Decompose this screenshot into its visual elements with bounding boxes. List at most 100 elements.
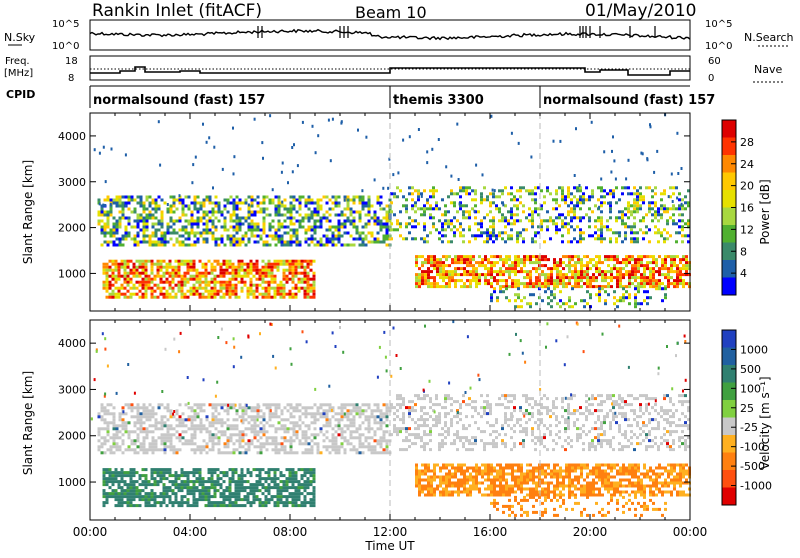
echo-cell <box>181 504 184 507</box>
echo-cell <box>544 258 547 261</box>
echo-cell <box>161 232 164 235</box>
echo-cell <box>107 232 110 235</box>
echo-cell <box>585 213 588 216</box>
echo-cell <box>612 195 615 198</box>
echo-cell <box>214 486 217 489</box>
echo-cell <box>504 225 507 228</box>
echo-cell <box>329 208 332 211</box>
echo-cell <box>583 273 586 276</box>
echo-cell <box>256 290 259 293</box>
echo-cell <box>250 293 253 296</box>
echo-cell <box>140 229 143 232</box>
echo-cell <box>233 244 236 247</box>
echo-cell <box>119 217 122 220</box>
echo-cell <box>289 263 292 266</box>
echo-cell <box>173 211 176 214</box>
echo-cell <box>197 208 200 211</box>
echo-cell <box>655 282 658 285</box>
echo-cell <box>185 214 188 217</box>
echo-cell <box>236 202 239 205</box>
echo-cell <box>119 415 122 418</box>
echo-cell <box>627 207 630 210</box>
echo-cell <box>140 442 143 445</box>
echo-cell <box>678 225 681 228</box>
echo-cell <box>122 208 125 211</box>
echo-cell <box>307 290 310 293</box>
echo-cell <box>289 468 292 471</box>
echo-cell <box>208 468 211 471</box>
echo-cell <box>338 226 341 229</box>
echo-cell <box>215 436 218 439</box>
echo-cell <box>182 421 185 424</box>
echo-cell <box>329 214 332 217</box>
echo-cell <box>220 486 223 489</box>
echo-cell <box>365 205 368 208</box>
echo-cell <box>310 504 313 507</box>
echo-cell <box>205 263 208 266</box>
echo-cell <box>116 205 119 208</box>
echo-cell <box>396 186 399 189</box>
echo-cell <box>250 471 253 474</box>
echo-cell <box>582 237 585 240</box>
echo-cell <box>272 448 275 451</box>
echo-cell <box>535 258 538 261</box>
echo-cell <box>151 293 154 296</box>
echo-cell <box>280 471 283 474</box>
echo-cell <box>118 272 121 275</box>
echo-cell <box>550 293 553 296</box>
echo-cell <box>499 273 502 276</box>
echo-cell <box>448 285 451 288</box>
echo-cell <box>386 220 389 223</box>
echo-cell <box>619 276 622 279</box>
echo-cell <box>466 285 469 288</box>
echo-cell <box>499 267 502 270</box>
echo-cell <box>475 285 478 288</box>
echo-cell <box>235 471 238 474</box>
echo-cell <box>607 255 610 258</box>
echo-cell <box>314 232 317 235</box>
echo-cell <box>296 424 299 427</box>
echo-cell <box>268 296 271 299</box>
echo-cell <box>263 430 266 433</box>
echo-cell <box>122 433 125 436</box>
echo-cell <box>483 186 486 189</box>
echo-cell <box>226 486 229 489</box>
echo-cell <box>600 231 603 234</box>
echo-cell <box>380 226 383 229</box>
echo-cell <box>338 205 341 208</box>
echo-cell <box>520 299 523 302</box>
echo-cell <box>194 412 197 415</box>
echo-cell <box>462 213 465 216</box>
echo-cell <box>362 199 365 202</box>
echo-cell <box>475 261 478 264</box>
echo-cell <box>302 430 305 433</box>
echo-cell <box>299 202 302 205</box>
echo-cell <box>221 418 224 421</box>
echo-cell <box>151 492 154 495</box>
echo-cell <box>424 279 427 282</box>
echo-cell <box>259 272 262 275</box>
echo-cell <box>268 269 271 272</box>
echo-cell <box>128 199 131 202</box>
echo-cell <box>121 477 124 480</box>
echo-cell <box>250 284 253 287</box>
echo-cell <box>116 436 119 439</box>
echo-cell <box>214 296 217 299</box>
echo-cell <box>265 498 268 501</box>
echo-cell <box>350 421 353 424</box>
echo-cell <box>205 498 208 501</box>
echo-cell <box>577 255 580 258</box>
echo-cell <box>335 412 338 415</box>
echo-cell <box>642 198 645 201</box>
echo-cell <box>625 290 628 293</box>
echo-cell <box>251 409 254 412</box>
echo-cell <box>444 204 447 207</box>
echo-cell <box>161 424 164 427</box>
echo-cell <box>107 427 110 430</box>
echo-cell <box>167 439 170 442</box>
echo-cell <box>101 208 104 211</box>
echo-cell <box>323 415 326 418</box>
echo-cell <box>230 427 233 430</box>
echo-cell <box>350 214 353 217</box>
echo-cell <box>405 198 408 201</box>
